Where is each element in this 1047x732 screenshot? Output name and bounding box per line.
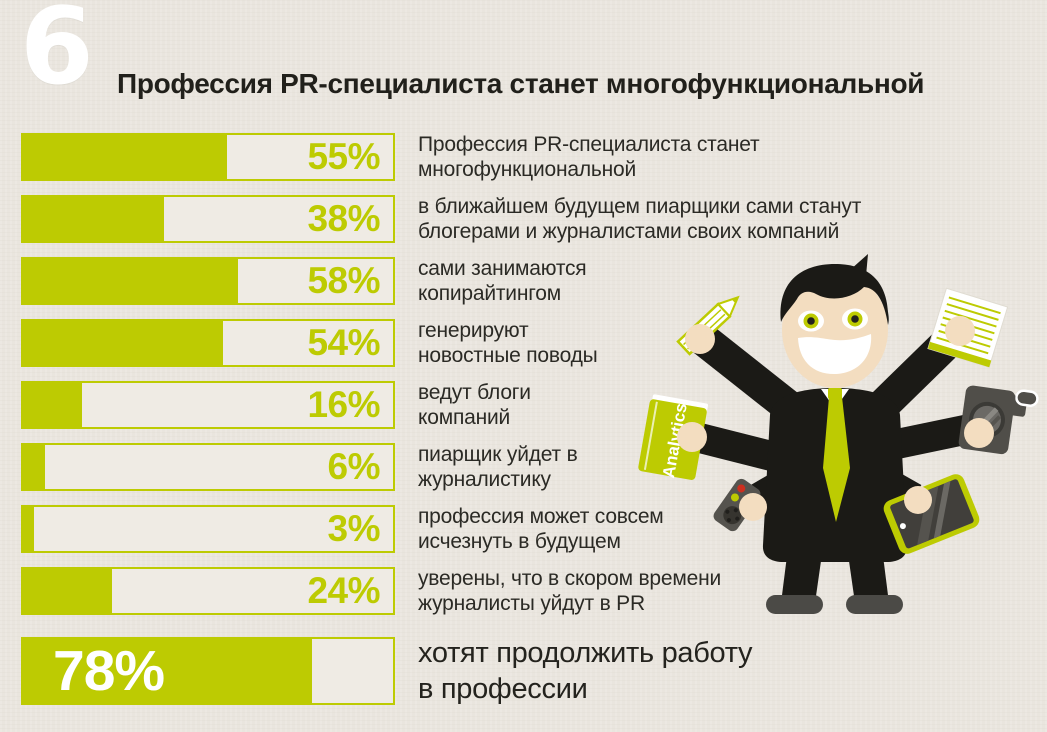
bar-caption: в ближайшем будущем пиарщики сами станут… — [418, 195, 862, 243]
analytics-book-icon: Analytics — [638, 394, 708, 480]
camera-icon — [958, 385, 1039, 455]
mid-left-hand — [677, 422, 707, 452]
bar-caption: уверены, что в скором времени журналисты… — [418, 567, 722, 615]
smile-icon — [798, 334, 872, 374]
bar-track: 55% — [21, 133, 395, 181]
remote-control-icon — [713, 478, 761, 532]
bar-value-label: 55% — [307, 136, 380, 177]
necktie — [823, 388, 850, 522]
bar-fill — [23, 321, 223, 365]
highlight-bar-value-label: 78% — [53, 639, 165, 703]
highlight-bar-row: 78% хотят продолжить работу в профессии — [21, 635, 1026, 707]
bar-value-label: 38% — [307, 198, 380, 239]
mid-right-hand — [964, 418, 994, 448]
bar-value-label: 6% — [327, 446, 381, 487]
bar-fill — [23, 383, 83, 427]
left-shoe-icon — [766, 595, 823, 614]
bar-fill — [23, 197, 164, 241]
bar-fill — [23, 135, 227, 179]
bar-value-label: 58% — [307, 260, 380, 301]
highlight-bar-track: 78% — [21, 637, 395, 705]
bar-value-label: 24% — [307, 570, 380, 611]
bar-value-label: 54% — [307, 322, 380, 363]
bar-row: 55% Профессия PR-специалиста станет мног… — [21, 133, 1026, 181]
bar-caption: сами занимаются копирайтингом — [418, 257, 587, 305]
bar-value-label: 16% — [307, 384, 380, 425]
bar-track: 54% — [21, 319, 395, 367]
page-title: Профессия PR-специалиста станет многофун… — [117, 68, 925, 99]
bar-track: 3% — [21, 505, 395, 553]
head — [780, 254, 889, 388]
highlight-bar-caption: хотят продолжить работу в профессии — [418, 637, 753, 705]
bar-caption: Профессия PR-специалиста станет многофун… — [418, 133, 760, 181]
bar-caption: пиарщик уйдет в журналистику — [418, 443, 578, 491]
bar-value-label: 3% — [327, 508, 381, 549]
bar-track: 58% — [21, 257, 395, 305]
slide-index-number: 6 — [20, 0, 94, 108]
bar-caption: профессия может совсем исчезнуть в будущ… — [418, 505, 664, 553]
bar-fill — [23, 569, 112, 613]
bar-caption: генерируют новостные поводы — [418, 319, 598, 367]
bar-caption: ведут блоги компаний — [418, 381, 531, 429]
bar-row: 54% генерируют новостные поводы — [21, 319, 1026, 367]
bar-track: 16% — [21, 381, 395, 429]
bar-row: 58% сами занимаются копирайтингом — [21, 257, 1026, 305]
bar-fill — [23, 445, 46, 489]
highlight-bar-fill: 78% — [23, 639, 312, 703]
bar-track: 24% — [21, 567, 395, 615]
bar-row: 6% пиарщик уйдет в журналистику — [21, 443, 1026, 491]
bar-fill — [23, 507, 35, 551]
bar-track: 6% — [21, 443, 395, 491]
lower-left-hand — [739, 493, 767, 521]
bar-fill — [23, 259, 238, 303]
bar-chart: 55% Профессия PR-специалиста станет мног… — [21, 133, 1026, 629]
bar-track: 38% — [21, 195, 395, 243]
bar-row: 16% ведут блоги компаний — [21, 381, 1026, 429]
upper-right-hand — [945, 316, 975, 346]
right-shoe-icon — [846, 595, 903, 614]
lower-right-hand — [904, 486, 932, 514]
multitasking-pr-specialist-illustration: Analytics — [638, 254, 1039, 614]
bar-row: 38% в ближайшем будущем пиарщики сами ст… — [21, 195, 1026, 243]
bar-row: 24% уверены, что в скором времени журнал… — [21, 567, 1026, 615]
hair-icon — [780, 264, 889, 325]
bar-row: 3% профессия может совсем исчезнуть в бу… — [21, 505, 1026, 553]
upper-left-hand — [685, 324, 715, 354]
